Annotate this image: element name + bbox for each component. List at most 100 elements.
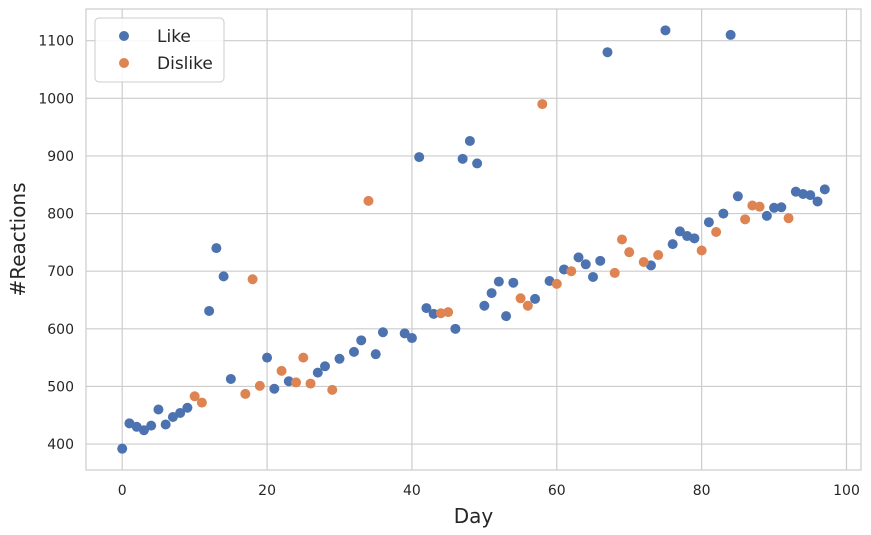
data-point-dislike [522, 300, 533, 311]
x-tick-label: 60 [548, 483, 566, 499]
x-axis-label: Day [454, 504, 494, 528]
data-point-like [703, 217, 714, 228]
data-point-dislike [515, 293, 526, 304]
data-point-dislike [783, 213, 794, 224]
data-point-like [508, 277, 519, 288]
data-point-dislike [276, 365, 287, 376]
data-point-like [175, 407, 186, 418]
data-point-dislike [240, 388, 251, 399]
data-point-like [182, 402, 193, 413]
data-point-like [573, 252, 584, 263]
legend-marker-dislike [119, 58, 129, 68]
data-point-dislike [247, 274, 258, 285]
data-point-like [674, 226, 685, 237]
grid-lines [86, 9, 861, 470]
data-point-like [414, 152, 425, 163]
data-point-like [805, 190, 816, 201]
data-point-like [602, 47, 613, 58]
x-tick-label: 0 [118, 483, 127, 499]
y-tick-label: 900 [47, 149, 74, 165]
data-point-like [479, 300, 490, 311]
data-point-dislike [305, 378, 316, 389]
data-point-like [761, 210, 772, 221]
data-point-like [370, 349, 381, 360]
data-point-like [588, 271, 599, 282]
data-point-like [595, 255, 606, 266]
data-point-like [450, 323, 461, 334]
data-point-like [776, 202, 787, 213]
y-tick-labels: 400 500 600 700 800 900 1000 1100 [38, 34, 74, 453]
data-point-like [117, 443, 128, 454]
data-point-like [153, 404, 164, 415]
data-point-like [320, 361, 331, 372]
data-point-dislike [754, 201, 765, 212]
data-point-dislike [566, 266, 577, 277]
data-point-like [725, 29, 736, 40]
data-point-like [718, 208, 729, 219]
legend-label-like: Like [157, 27, 191, 47]
data-point-like [406, 333, 417, 344]
legend-label-dislike: Dislike [157, 54, 213, 74]
data-point-like [493, 276, 504, 287]
data-point-like [464, 135, 475, 146]
data-point-like [334, 353, 345, 364]
data-point-like [211, 243, 222, 254]
data-point-like [377, 327, 388, 338]
data-point-dislike [609, 267, 620, 278]
data-point-dislike [696, 245, 707, 256]
data-point-like [348, 346, 359, 357]
data-point-dislike [196, 397, 207, 408]
data-point-like [421, 303, 432, 314]
y-tick-label: 800 [47, 207, 74, 223]
data-point-like [501, 311, 512, 322]
data-point-dislike [254, 380, 265, 391]
x-tick-labels: 0 20 40 60 80 100 [118, 483, 860, 499]
data-point-like [819, 184, 830, 195]
data-point-dislike [711, 227, 722, 238]
data-point-like [428, 308, 439, 319]
y-tick-label: 1100 [38, 34, 74, 50]
data-point-like [530, 293, 541, 304]
data-point-like [769, 202, 780, 213]
data-point-like [312, 367, 323, 378]
data-point-like [660, 25, 671, 36]
data-point-like [812, 196, 823, 207]
data-point-like [580, 259, 591, 270]
legend: Like Dislike [94, 17, 225, 83]
data-point-dislike [624, 247, 635, 258]
data-point-dislike [189, 391, 200, 402]
data-point-dislike [653, 250, 664, 261]
data-point-like [732, 191, 743, 202]
y-tick-label: 700 [47, 264, 74, 280]
data-point-like [356, 335, 367, 346]
data-point-like [204, 305, 215, 316]
data-point-like [146, 420, 157, 431]
data-point-like [457, 153, 468, 164]
data-points [117, 25, 830, 454]
data-point-dislike [363, 195, 374, 206]
y-tick-label: 500 [47, 379, 74, 395]
data-point-dislike [537, 99, 548, 110]
x-tick-label: 40 [403, 483, 421, 499]
data-point-dislike [740, 214, 751, 225]
data-point-like [225, 373, 236, 384]
data-point-like [667, 239, 678, 250]
data-point-like [486, 288, 497, 299]
data-point-dislike [327, 384, 338, 395]
data-point-like [160, 419, 171, 430]
data-point-dislike [551, 278, 562, 289]
data-point-like [262, 352, 273, 363]
data-point-dislike [638, 256, 649, 267]
data-point-dislike [291, 377, 302, 388]
x-tick-label: 100 [833, 483, 860, 499]
data-point-like [218, 271, 229, 282]
x-tick-label: 80 [693, 483, 711, 499]
data-point-like [269, 383, 280, 394]
y-tick-label: 1000 [38, 91, 74, 107]
legend-marker-like [119, 31, 129, 41]
plot-frame [85, 8, 862, 471]
x-tick-label: 20 [258, 483, 276, 499]
data-point-dislike [616, 234, 627, 245]
y-axis-label: #Reactions [6, 182, 30, 296]
